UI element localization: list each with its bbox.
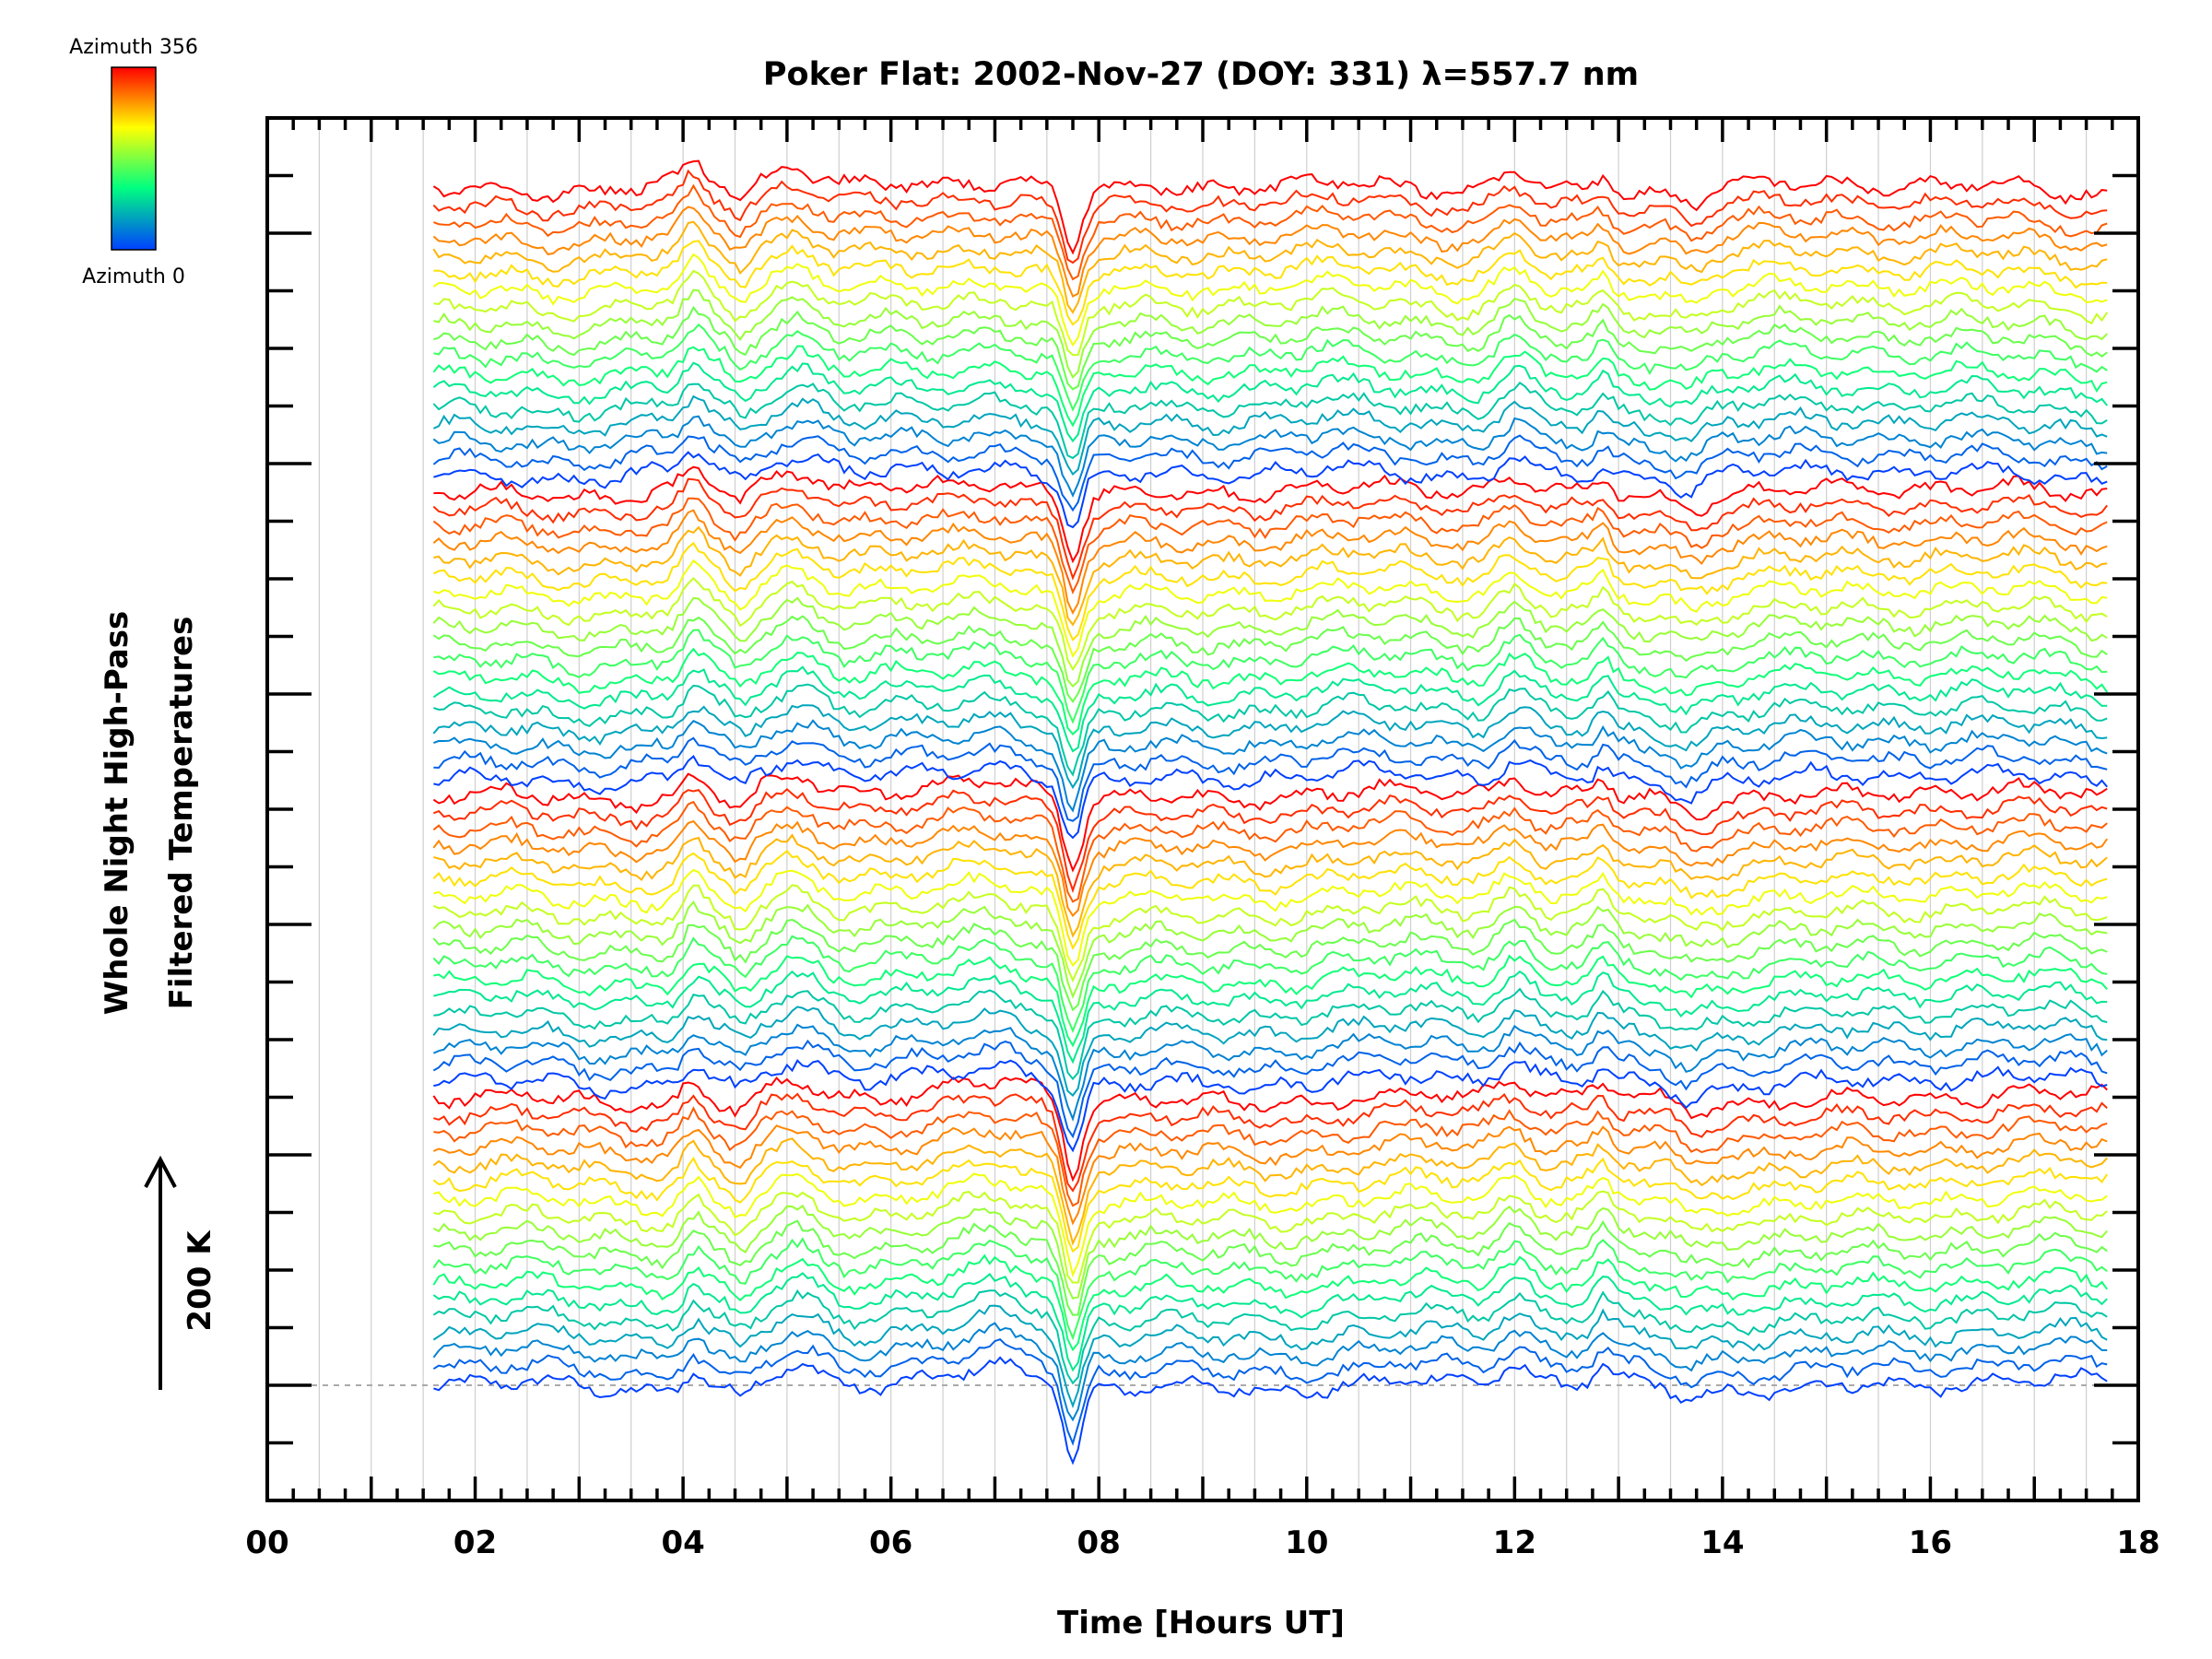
series-line: [432, 1156, 2109, 1253]
series-line: [432, 665, 2108, 753]
series-line: [432, 576, 2108, 672]
series-line: [432, 900, 2108, 999]
x-tick-label: 10: [1285, 1524, 1328, 1561]
x-tick-label: 06: [869, 1524, 912, 1561]
x-tick-labels: 00 02 04 06 08 10 12 14 16 18: [245, 1524, 2159, 1561]
scale-arrow-head: [144, 1155, 177, 1188]
series-line: [432, 1039, 2108, 1139]
series-line: [433, 1106, 2108, 1207]
series-line: [433, 305, 2108, 391]
series-line: [432, 1272, 2108, 1372]
x-axis-label: Time [Hours UT]: [1057, 1605, 1345, 1641]
series-line: [432, 381, 2108, 460]
series-line: [432, 596, 2108, 688]
series-line: [432, 1304, 2108, 1409]
series-line: [432, 253, 2108, 347]
x-tick-label: 14: [1700, 1524, 1744, 1561]
series-line: [433, 559, 2108, 658]
series-line: [432, 477, 2108, 581]
series-line: [433, 288, 2108, 380]
series-line: [433, 833, 2108, 938]
series-line: [432, 800, 2108, 903]
x-tick-label: 18: [2116, 1524, 2159, 1561]
series-line: [433, 1124, 2108, 1226]
series-line: [432, 1237, 2108, 1341]
series-line: [432, 849, 2108, 950]
series-line: [433, 1190, 2108, 1284]
series-line: [432, 361, 2108, 443]
series-line: [433, 1356, 2108, 1465]
plot-frame: [265, 116, 2140, 1502]
series-line: [432, 415, 2108, 499]
series-line: [432, 918, 2108, 1012]
chart-title: Poker Flat: 2002-Nov-27 (DOY: 331) λ=557…: [763, 56, 1639, 93]
series-line: [432, 345, 2108, 428]
series-line: [433, 719, 2108, 813]
series-line: [432, 1006, 2108, 1097]
series-line: [433, 755, 2108, 840]
series-line: [433, 970, 2108, 1065]
series-line: [432, 220, 2108, 314]
series-line: [433, 465, 2108, 564]
series-line: [432, 509, 2108, 615]
colorbar: [111, 66, 157, 251]
series-line: [432, 1288, 2108, 1385]
series-line: [432, 1253, 2109, 1352]
series-line: [433, 183, 2108, 281]
x-tick-label: 16: [1909, 1524, 1952, 1561]
series-line: [432, 772, 2108, 873]
series-line: [433, 240, 2108, 326]
series-line: [433, 736, 2108, 822]
series-line: [432, 159, 2108, 255]
series-line: [433, 525, 2108, 627]
series-line: [432, 884, 2108, 983]
series-line: [433, 868, 2108, 968]
series-line: [432, 647, 2109, 735]
x-tick-label: 04: [661, 1524, 704, 1561]
series-line: [432, 541, 2108, 641]
series-line: [432, 394, 2108, 477]
x-tick-label: 02: [453, 1524, 497, 1561]
series-line: [433, 683, 2108, 777]
series-line: [432, 169, 2108, 265]
series-line: [432, 615, 2108, 703]
x-tick-label: 08: [1077, 1524, 1121, 1561]
series-line: [433, 1172, 2108, 1278]
series-line: [433, 787, 2108, 894]
series-line: [433, 629, 2108, 724]
series-line: [433, 987, 2108, 1081]
series-line: [432, 1137, 2108, 1246]
series-line: [433, 1059, 2108, 1153]
series-line: [432, 434, 2108, 512]
series-line: [433, 451, 2108, 529]
series-line: [433, 954, 2108, 1048]
series-line: [432, 1322, 2108, 1422]
colorbar-bottom-label: Azimuth 0: [82, 265, 185, 288]
series-line: [432, 1076, 2108, 1182]
series-line: [432, 1204, 2108, 1300]
series-line: [432, 935, 2108, 1034]
series-line: [432, 704, 2108, 790]
series-line: [433, 1219, 2108, 1316]
ticks: [265, 116, 2140, 1502]
series-line: [433, 323, 2108, 412]
series-group: [432, 159, 2109, 1465]
series-line: [433, 269, 2109, 357]
x-tick-label: 00: [245, 1524, 288, 1561]
series-line: [432, 819, 2109, 918]
colorbar-top-label: Azimuth 356: [69, 36, 198, 59]
series-line: [432, 1023, 2108, 1123]
series-line: [433, 1092, 2108, 1193]
y-axis-label-line1: Whole Night High-Pass: [99, 611, 135, 1016]
series-line: [432, 206, 2108, 298]
y-axis-label-line2: Filtered Temperatures: [163, 617, 200, 1010]
series-line: [432, 1338, 2108, 1446]
grid: [318, 118, 2088, 1500]
x-tick-label: 12: [1493, 1524, 1536, 1561]
series-line: [432, 497, 2108, 594]
scale-label: 200 K: [182, 1230, 218, 1332]
